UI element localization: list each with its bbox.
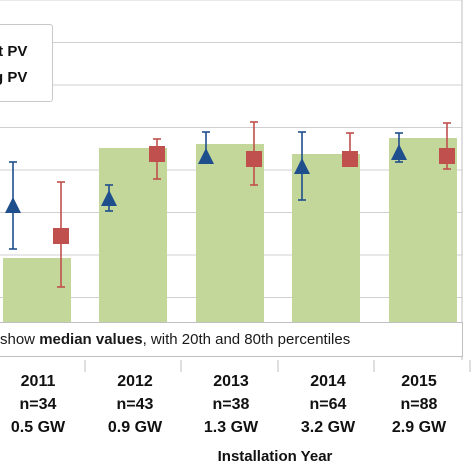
triangle-marker [198, 148, 214, 164]
x-tick-count: n=34 [19, 396, 57, 413]
x-tick-year: 2015 [401, 373, 437, 390]
triangle-marker [294, 158, 310, 174]
x-tick-year: 2013 [213, 373, 249, 390]
chart-note: show median values, with 20th and 80th p… [0, 322, 463, 357]
legend-item-series-1: lt PV [0, 43, 28, 60]
x-category-2015: 2015 n=88 2.9 GW [374, 370, 464, 439]
x-category-2011: 2011 n=34 0.5 GW [0, 370, 83, 439]
x-tick-year: 2012 [117, 373, 153, 390]
x-tick-capacity: 0.5 GW [10, 419, 66, 436]
x-tick-count: n=38 [212, 396, 250, 413]
triangle-marker [391, 144, 407, 160]
bar [196, 144, 264, 340]
square-marker [439, 148, 455, 164]
x-tick-count: n=43 [116, 396, 154, 413]
x-category-2014: 2014 n=64 3.2 GW [283, 370, 373, 439]
legend-item-series-2: g PV [0, 69, 28, 86]
x-tick-year: 2011 [20, 373, 56, 390]
x-tick-capacity: 0.9 GW [107, 419, 163, 436]
bar [292, 154, 360, 340]
square-marker [342, 151, 358, 167]
square-marker [149, 146, 165, 162]
bar [99, 148, 167, 340]
note-suffix: , with 20th and 80th percentiles [142, 331, 351, 348]
note-emphasis: median values [39, 331, 143, 348]
square-marker [246, 151, 262, 167]
x-category-2012: 2012 n=43 0.9 GW [90, 370, 180, 439]
legend: lt PV g PV [0, 24, 53, 102]
x-tick-capacity: 2.9 GW [391, 419, 447, 436]
x-tick-capacity: 3.2 GW [300, 419, 356, 436]
triangle-marker [101, 190, 117, 206]
x-axis-label: Installation Year [217, 448, 333, 465]
note-prefix: show [0, 331, 40, 348]
bar [389, 138, 457, 340]
x-tick-year: 2014 [310, 373, 346, 390]
triangle-marker [5, 197, 21, 213]
square-marker [53, 228, 69, 244]
x-category-2013: 2013 n=38 1.3 GW [186, 370, 276, 439]
x-tick-count: n=64 [309, 396, 347, 413]
x-tick-count: n=88 [400, 396, 438, 413]
x-tick-capacity: 1.3 GW [203, 419, 259, 436]
